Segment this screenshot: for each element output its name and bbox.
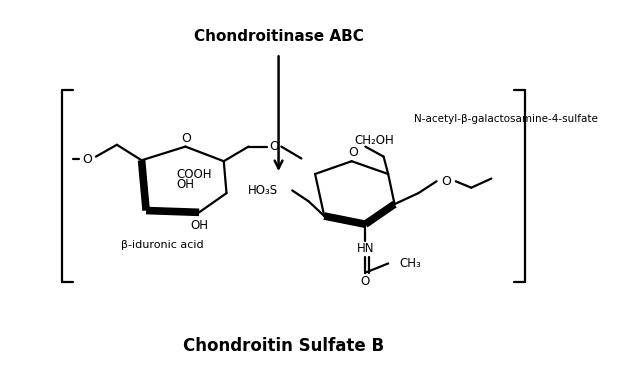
Text: Chondroitinase ABC: Chondroitinase ABC (193, 30, 363, 44)
Text: O: O (441, 175, 451, 188)
Text: HN: HN (356, 243, 374, 255)
Text: β-iduronic acid: β-iduronic acid (122, 240, 204, 250)
Text: CH₃: CH₃ (399, 257, 421, 270)
Text: O: O (361, 275, 370, 288)
Text: OH: OH (190, 219, 208, 232)
Text: HO₃S: HO₃S (247, 184, 278, 197)
Text: O: O (82, 153, 92, 166)
Text: O: O (348, 147, 358, 160)
Text: Chondroitin Sulfate B: Chondroitin Sulfate B (182, 337, 384, 355)
Text: O: O (269, 140, 279, 153)
Text: CH₂OH: CH₂OH (355, 134, 394, 147)
Text: OH: OH (176, 179, 194, 191)
Text: COOH: COOH (176, 168, 212, 181)
Text: N-acetyl-β-galactosamine-4-sulfate: N-acetyl-β-galactosamine-4-sulfate (414, 114, 598, 124)
Text: O: O (182, 132, 191, 145)
